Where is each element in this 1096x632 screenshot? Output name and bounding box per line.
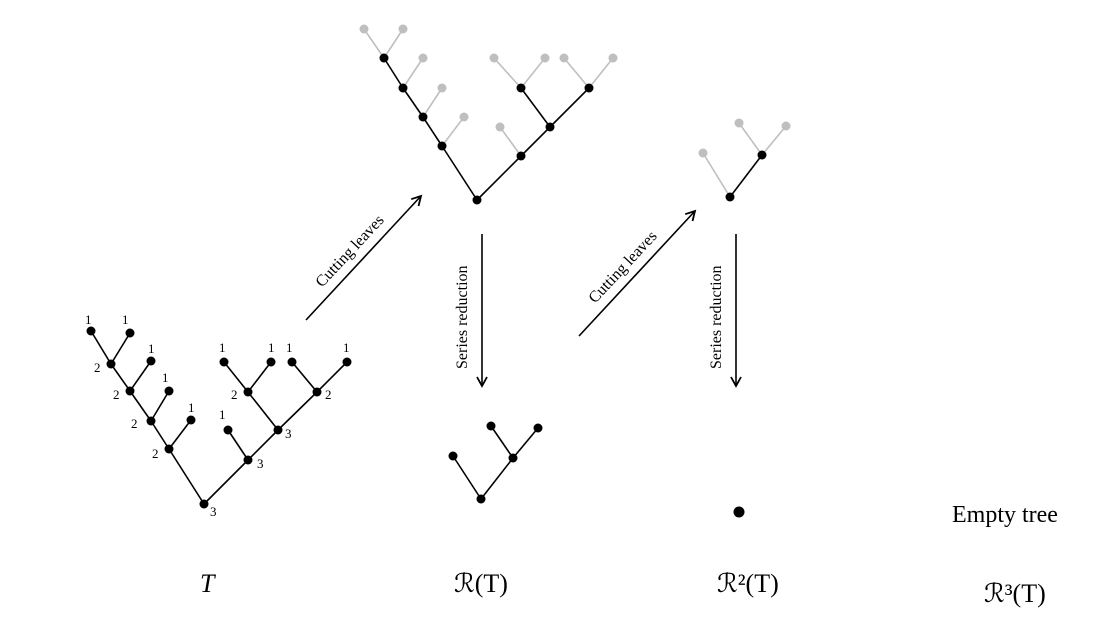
arrow-series-reduction-1: Series reduction xyxy=(454,234,488,388)
tree-t xyxy=(90,330,348,505)
arrow-label: Cutting leaves xyxy=(312,212,387,291)
tree-t-nodes xyxy=(86,326,352,509)
cut-tree-1-edges xyxy=(383,57,590,201)
cut-tree-2-grey-nodes xyxy=(698,118,791,158)
node-label: 1 xyxy=(188,400,195,415)
node-label: 1 xyxy=(268,340,275,355)
node-label: 1 xyxy=(343,340,350,355)
node-label: 2 xyxy=(113,387,120,402)
node-label: 1 xyxy=(286,340,293,355)
arrow-cutting-leaves-2: Cutting leaves xyxy=(578,209,697,337)
arrow-series-reduction-2: Series reduction xyxy=(708,234,742,388)
cut-tree-2-grey-edges xyxy=(702,122,787,198)
arrow-label: Cutting leaves xyxy=(585,228,660,307)
caption-t: T xyxy=(200,569,216,598)
arrow-label: Series reduction xyxy=(454,265,471,369)
tree-r2-node xyxy=(733,506,745,518)
tree-r1 xyxy=(452,425,539,500)
cut-tree-2-edges xyxy=(729,154,763,198)
node-label: 2 xyxy=(131,416,138,431)
arrow-label: Series reduction xyxy=(708,265,725,369)
node-label: 2 xyxy=(231,387,238,402)
arrow-cutting-leaves-1: Cutting leaves xyxy=(305,194,423,321)
tree-t-labels: 1 1 1 1 1 2 2 2 2 3 1 1 1 1 1 2 2 3 3 xyxy=(85,312,350,519)
cut-tree-1-grey-nodes xyxy=(359,24,618,132)
node-label: 2 xyxy=(152,446,159,461)
node-label: 1 xyxy=(162,370,169,385)
cut-tree-1-nodes xyxy=(379,53,594,205)
node-label: 3 xyxy=(210,504,217,519)
node-label: 1 xyxy=(219,407,226,422)
tree-r1-nodes xyxy=(448,421,543,504)
node-label: 2 xyxy=(94,360,101,375)
caption-r2: ℛ²(T) xyxy=(717,569,779,598)
node-label: 1 xyxy=(85,312,92,327)
cut-tree-1-grey-edges xyxy=(363,28,614,157)
node-label: 3 xyxy=(257,456,264,471)
node-label: 3 xyxy=(285,426,292,441)
node-label: 1 xyxy=(148,341,155,356)
node-label: 1 xyxy=(219,340,226,355)
caption-r3: ℛ³(T) xyxy=(984,579,1046,608)
cut-tree-2-nodes xyxy=(725,150,767,202)
caption-r1: ℛ(T) xyxy=(454,569,508,598)
empty-tree-label: Empty tree xyxy=(952,502,1058,528)
node-label: 1 xyxy=(122,312,129,327)
node-label: 2 xyxy=(325,387,332,402)
